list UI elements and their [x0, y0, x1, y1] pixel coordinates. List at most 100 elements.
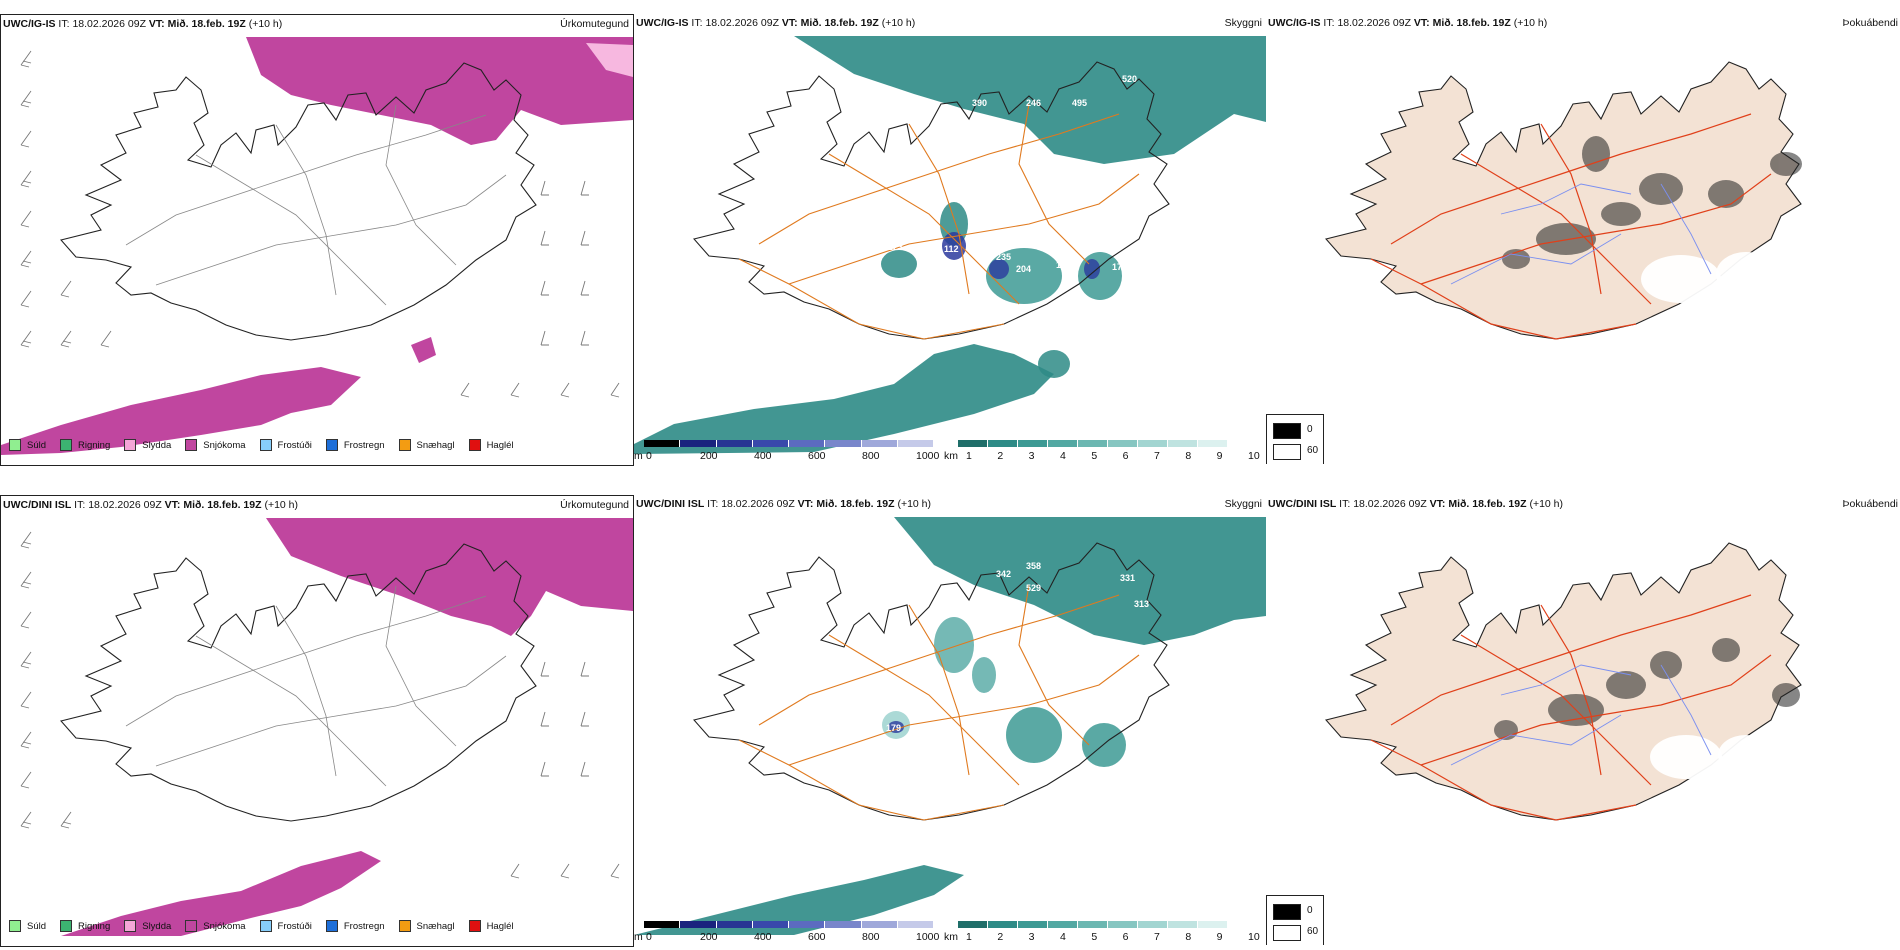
model-label: UWC/IG-IS	[636, 17, 689, 29]
vt-value: Mið. 18.feb. 19Z	[816, 498, 895, 510]
colorbar-tick: 0	[646, 931, 652, 943]
legend-item: Súld	[9, 920, 46, 932]
ceiling-label: 358	[1026, 561, 1041, 571]
header-row2-c: UWC/DINI ISL IT: 18.02.2026 09Z VT: Mið.…	[1268, 498, 1563, 510]
colorbar-tick: 600	[808, 450, 826, 462]
legend-label: Frostúði	[277, 920, 312, 932]
ceiling-label: 121	[1056, 260, 1071, 270]
panel-precip-type-row2: UWC/DINI ISL IT: 18.02.2026 09Z VT: Mið.…	[0, 495, 634, 947]
legend-item: Slydda	[124, 920, 171, 932]
panel-precip-type-row1: UWC/IG-IS IT: 18.02.2026 09Z VT: Mið. 18…	[0, 14, 634, 466]
colorbar-tick: 800	[862, 450, 880, 462]
legend-item: Slydda	[124, 439, 171, 451]
colorbar-tick: 1000	[916, 931, 940, 943]
vt-value: Mið. 18.feb. 19Z	[167, 18, 246, 30]
legend-label: Súld	[27, 920, 47, 932]
it-value: 18.02.2026 09Z	[72, 18, 146, 30]
ceiling-labels-row2: 342 358 529 331 313 179	[886, 561, 1149, 733]
low-vis-south	[634, 344, 1054, 454]
legend-label: Súld	[27, 439, 47, 451]
legend-item: Frostregn	[325, 439, 385, 451]
ceiling-label: 179	[886, 723, 901, 733]
lead-time: (+10 h)	[1513, 17, 1548, 29]
legend-item: Frostregn	[325, 920, 385, 932]
legend-label: Frostregn	[343, 920, 385, 932]
it-value: 18.02.2026 09Z	[88, 499, 162, 511]
colorbar-tick: 9	[1216, 450, 1223, 462]
legend-swatch	[185, 920, 198, 932]
colorbar-tick: 200	[700, 931, 718, 943]
fog-legend-row1: 0 60	[1266, 414, 1324, 464]
snow-area-north	[246, 37, 633, 145]
colorbar-tick: 1	[966, 450, 972, 462]
colorbar-tick: 4	[1060, 450, 1066, 462]
ceiling-unit: m	[634, 450, 643, 462]
model-label: UWC/DINI ISL	[636, 498, 705, 510]
low-vis-south	[634, 865, 964, 935]
legend-swatch	[259, 920, 272, 932]
legend-label: Frostregn	[343, 439, 385, 451]
legend-swatch	[124, 439, 137, 451]
it-label: IT:	[74, 499, 86, 511]
precip-map-row1[interactable]	[1, 15, 633, 465]
legend-swatch	[259, 439, 272, 451]
ceiling-label: 223	[888, 242, 903, 252]
ceiling-label: 313	[1134, 599, 1149, 609]
it-value: 18.02.2026 09Z	[1353, 498, 1427, 510]
vt-label: VT:	[148, 18, 165, 30]
panel-visibility-row1: 390 246 495 520 223 112 235 204 121 172 …	[634, 14, 1266, 464]
fog-map-row2[interactable]	[1266, 495, 1900, 945]
header-row2-a: UWC/DINI ISL IT: 18.02.2026 09Z VT: Mið.…	[3, 499, 298, 511]
header-row1-b: UWC/IG-IS IT: 18.02.2026 09Z VT: Mið. 18…	[636, 17, 915, 29]
legend-label: Frostúði	[277, 439, 312, 451]
vt-value: Mið. 18.feb. 19Z	[1448, 498, 1527, 510]
vt-value: Mið. 18.feb. 19Z	[1432, 17, 1511, 29]
vis-unit: km	[944, 931, 958, 943]
fog-legend-row2: 0 60	[1266, 895, 1324, 945]
legend-item: Snæhagl	[398, 439, 455, 451]
legend-swatch	[60, 920, 73, 932]
precip-map-row2[interactable]	[1, 496, 633, 946]
snow-area-north	[266, 518, 633, 636]
fog-map-row1[interactable]	[1266, 14, 1900, 464]
colorbar-tick: 10	[1248, 931, 1260, 943]
legend-swatch	[60, 439, 73, 451]
ceiling-colorbar-row1: m 0 200 400 600 800 1000	[634, 438, 939, 464]
legend-swatch	[9, 439, 21, 451]
ceiling-colorbar-row2: m 0 200 400 600 800 1000	[634, 919, 939, 945]
model-label: UWC/DINI ISL	[3, 499, 72, 511]
it-value: 18.02.2026 09Z	[705, 17, 779, 29]
lead-time: (+10 h)	[897, 498, 932, 510]
colorbar-tick: 2	[997, 450, 1004, 462]
ceiling-label: 235	[996, 252, 1011, 262]
fog-legend-top: 0	[1307, 424, 1313, 435]
ceiling-label: 204	[1016, 264, 1031, 274]
colorbar-tick: 200	[700, 450, 718, 462]
panel-title-precip: Úrkomutegund	[560, 18, 629, 30]
colorbar-tick: 400	[754, 450, 772, 462]
colorbar-tick: 6	[1122, 931, 1129, 943]
legend-item: Snæhagl	[398, 920, 455, 932]
visibility-map-row1[interactable]: 390 246 495 520 223 112 235 204 121 172 …	[634, 14, 1266, 464]
legend-label: Rigning	[78, 920, 111, 932]
it-label: IT:	[1339, 498, 1351, 510]
colorbar-tick: 400	[754, 931, 772, 943]
panel-title-fog: Þokuábendi	[1842, 17, 1898, 29]
vt-label: VT:	[781, 17, 798, 29]
vt-label: VT:	[1429, 498, 1446, 510]
it-value: 18.02.2026 09Z	[1337, 17, 1411, 29]
visibility-map-row2[interactable]: 342 358 529 331 313 179	[634, 495, 1266, 945]
legend-swatch	[468, 920, 481, 932]
ceiling-label: 520	[1122, 74, 1137, 84]
legend-item: Frostúði	[259, 439, 312, 451]
legend-swatch	[468, 439, 481, 451]
legend-swatch	[398, 439, 411, 451]
it-value: 18.02.2026 09Z	[721, 498, 795, 510]
lead-time: (+10 h)	[264, 499, 299, 511]
legend-swatch	[325, 439, 338, 451]
legend-item: Rigning	[60, 439, 110, 451]
model-label: UWC/IG-IS	[1268, 17, 1321, 29]
legend-label: Slydda	[142, 439, 172, 451]
colorbar-tick: 2	[997, 931, 1004, 943]
it-label: IT:	[58, 18, 70, 30]
